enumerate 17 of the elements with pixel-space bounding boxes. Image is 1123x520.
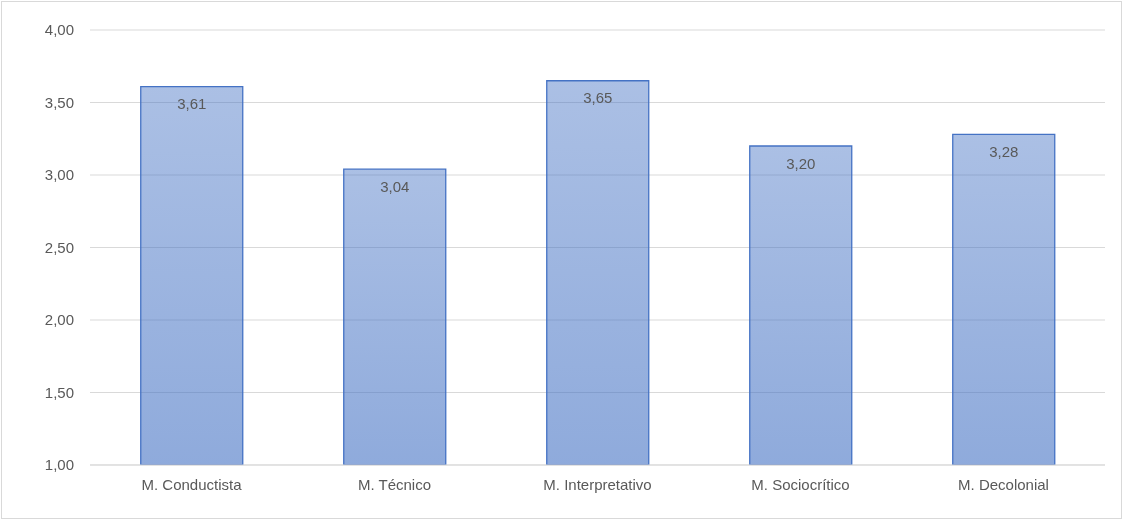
x-tick-label: M. Técnico [357, 475, 432, 493]
x-tick-label: M. Sociocrítico [751, 475, 850, 493]
data-label: 3,65 [583, 89, 613, 107]
y-tick-label: 3,50 [44, 93, 74, 111]
x-tick-label: M. Interpretativo [543, 475, 652, 493]
y-tick-label: 3,00 [44, 166, 74, 184]
data-label: 3,28 [989, 143, 1019, 161]
y-tick-label: 2,00 [44, 311, 74, 329]
x-tick-label: M. Conductista [141, 475, 243, 493]
y-tick-label: 2,50 [44, 238, 74, 256]
y-tick-label: 1,50 [44, 383, 74, 401]
x-tick-label: M. Decolonial [958, 475, 1049, 493]
data-label: 3,04 [380, 177, 410, 195]
y-tick-label: 1,00 [44, 456, 74, 474]
y-tick-label: 4,00 [44, 21, 74, 39]
data-label: 3,20 [786, 154, 816, 172]
data-label: 3,61 [177, 95, 207, 113]
